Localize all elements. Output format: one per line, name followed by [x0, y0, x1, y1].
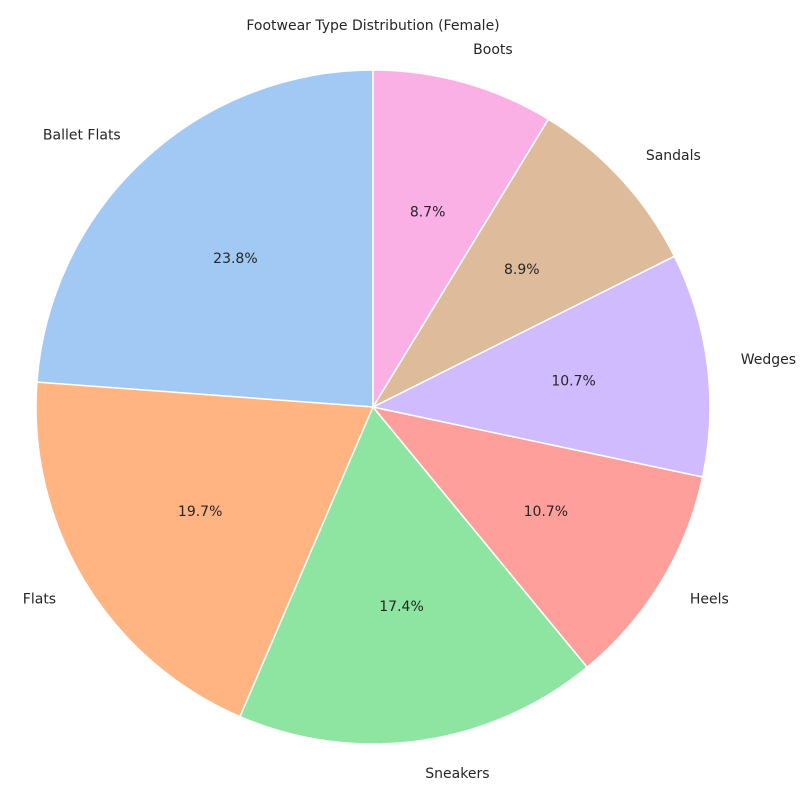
slice-percent-flats: 19.7%: [178, 504, 222, 520]
pie-slice-heels: [371, 405, 704, 669]
pie-slice-sandals: [371, 118, 676, 409]
pie-slice-sneakers: [239, 405, 589, 745]
pie-slice-boots: [372, 69, 550, 410]
slice-label-sneakers: Sneakers: [425, 766, 489, 782]
slice-percent-sandals: 8.9%: [504, 262, 540, 278]
slice-percent-ballet-flats: 23.8%: [213, 251, 257, 267]
pie-slice-wedges: [370, 255, 711, 478]
slice-label-flats: Flats: [23, 591, 56, 607]
pie-slices: [35, 69, 711, 745]
chart-title: Footwear Type Distribution (Female): [246, 18, 499, 34]
slice-label-sandals: Sandals: [646, 148, 701, 164]
pie-labels: Ballet Flats Flats Sneakers Heels Wedges Sand…: [23, 42, 796, 782]
slice-percent-sneakers: 17.4%: [379, 599, 423, 615]
slice-percent-wedges: 10.7%: [551, 373, 595, 389]
slice-label-boots: Boots: [473, 42, 513, 58]
pie-slice-ballet-flats: [36, 69, 374, 408]
slice-percent-boots: 8.7%: [410, 204, 446, 220]
slice-label-heels: Heels: [690, 591, 729, 607]
pie-percentages: 23.8% 19.7% 17.4% 10.7% 10.7% 8.9% 8.7%: [178, 204, 596, 615]
slice-label-ballet-flats: Ballet Flats: [43, 127, 121, 143]
pie-slice-flats: [35, 381, 375, 718]
slice-label-wedges: Wedges: [741, 352, 796, 368]
slice-percent-heels: 10.7%: [524, 504, 568, 520]
